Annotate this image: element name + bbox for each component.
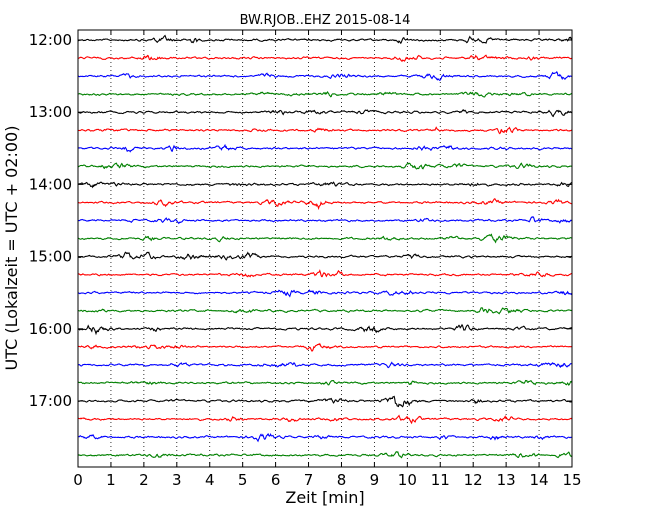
seismogram-trace [77,233,572,244]
y-tick-label: 14:00 [29,175,72,193]
y-tick-label: 15:00 [29,248,72,266]
seismogram-traces [77,34,573,459]
y-axis-label: UTC (Lokalzeit = UTC + 02:00) [2,126,21,371]
seismogram-trace [77,307,573,315]
plot-frame [77,29,573,468]
seismogram-trace [77,108,573,118]
x-tick-label: 11 [431,471,450,489]
x-tick-label: 1 [106,471,116,489]
y-tick-label: 16:00 [29,320,72,338]
seismogram-trace [77,143,573,153]
seismogram-trace [77,361,572,369]
seismogram-trace [77,432,572,443]
x-tick-label: 6 [271,471,281,489]
x-tick-label: 10 [398,471,417,489]
seismogram-trace [77,342,572,352]
x-axis-ticks: 0 1 2 3 4 5 6 7 8 9 10 11 12 13 14 15 [73,30,582,489]
x-tick-label: 8 [337,471,347,489]
seismogram-trace [77,216,573,225]
seismogram-trace [77,395,573,408]
y-axis-ticks: 12:00 13:00 14:00 15:00 16:00 17:00 [29,31,572,410]
x-tick-label: 3 [172,471,182,489]
x-tick-label: 13 [497,471,516,489]
seismogram-trace [77,54,572,63]
x-tick-label: 2 [139,471,149,489]
chart-title: BW.RJOB..EHZ 2015-08-14 [240,13,411,28]
x-tick-label: 4 [205,471,215,489]
seismogram-trace [77,269,572,278]
seismogram-trace [77,289,573,298]
x-tick-label: 5 [238,471,248,489]
seismogram-trace [77,91,573,98]
y-tick-label: 17:00 [29,392,72,410]
x-tick-label: 12 [464,471,483,489]
y-tick-label: 13:00 [29,103,72,121]
y-tick-label: 12:00 [29,31,72,49]
seismogram-trace [77,414,573,425]
seismogram-trace [77,126,573,135]
seismogram-trace [77,251,573,261]
seismogram-trace [77,451,573,459]
seismogram-trace [77,181,573,189]
seismogram-trace [77,323,572,336]
x-tick-label: 9 [370,471,380,489]
seismogram-trace [78,162,572,170]
seismogram-trace [77,379,573,386]
x-axis-label: Zeit [min] [285,488,364,507]
grid-lines [110,30,540,467]
x-tick-label: 15 [562,471,581,489]
x-tick-label: 7 [304,471,314,489]
seismogram-trace [77,70,572,82]
seismogram-trace [77,34,573,45]
seismogram-trace [77,198,572,211]
x-tick-label: 14 [530,471,549,489]
x-tick-label: 0 [73,471,83,489]
